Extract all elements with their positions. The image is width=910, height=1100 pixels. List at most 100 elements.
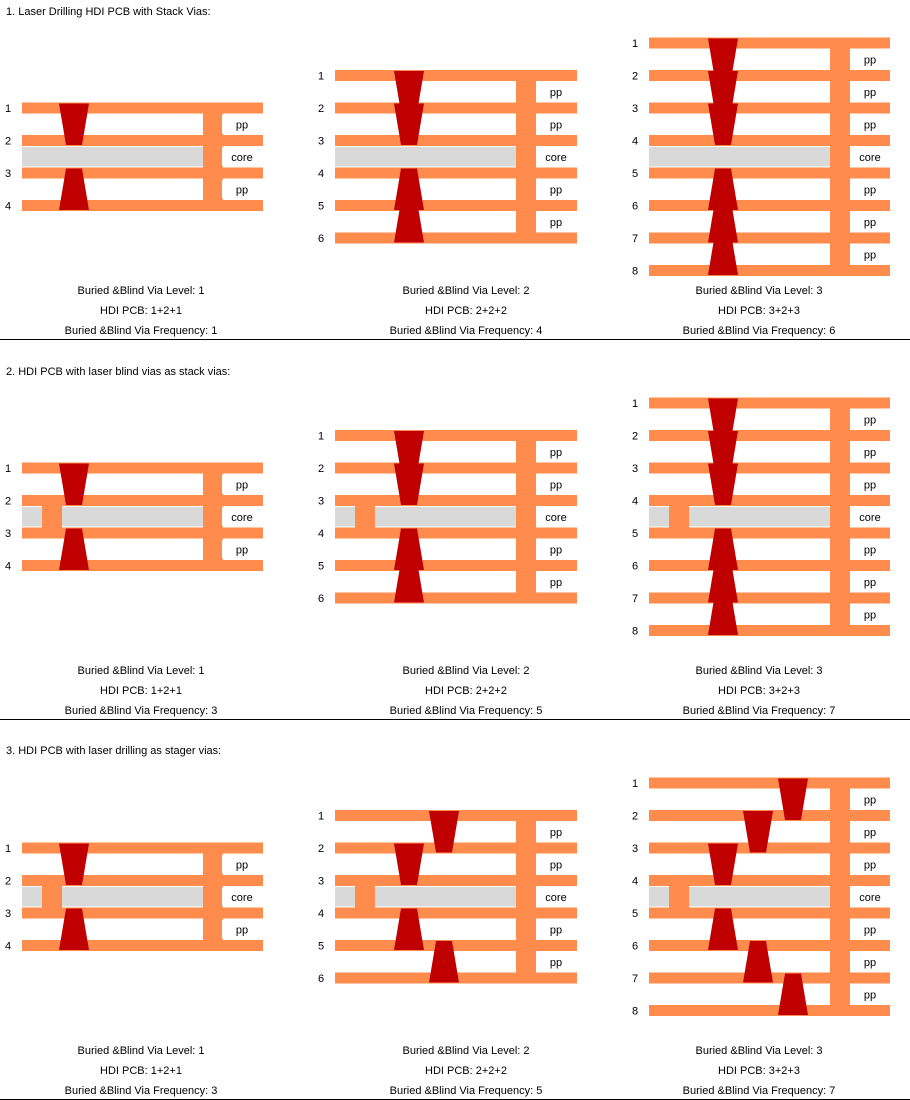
copper-layer (335, 842, 577, 854)
stagger-via (59, 908, 89, 950)
layer-number: 1 (632, 398, 638, 410)
pp-label: pp (864, 54, 876, 66)
layer-number: 2 (5, 136, 11, 148)
pp-label: pp (864, 119, 876, 131)
pp-label: pp (550, 957, 562, 969)
section-2-title: 2. HDI PCB with laser blind vias as stac… (6, 366, 231, 378)
layer-number: 3 (5, 528, 11, 540)
core-layer (335, 887, 516, 907)
stagger-via (394, 908, 424, 950)
layer-number: 4 (318, 168, 324, 180)
layer-number: 4 (632, 496, 638, 508)
layer-label-box (850, 822, 890, 842)
layer-label-box (222, 854, 262, 874)
layer-number: 8 (632, 266, 638, 278)
caption-hdi: HDI PCB: 3+2+3 (718, 685, 800, 697)
copper-layer (649, 265, 890, 276)
layer-number: 7 (632, 593, 638, 605)
caption-hdi: HDI PCB: 3+2+3 (718, 305, 800, 317)
caption-frequency: Buried &Blind Via Frequency: 3 (64, 705, 218, 717)
core-layer (649, 147, 830, 167)
core-layer (649, 507, 830, 527)
layer-label-box (850, 179, 890, 199)
layer-number: 1 (632, 38, 638, 50)
layer-number: 1 (5, 463, 11, 475)
core-label: core (545, 152, 566, 164)
caption-level: Buried &Blind Via Level: 3 (695, 1045, 823, 1057)
pp-label: pp (236, 859, 248, 871)
layer-label-box (222, 179, 262, 199)
stagger-via (778, 973, 808, 1015)
copper-layer (22, 842, 263, 854)
layer-number: 2 (632, 431, 638, 443)
copper-layer (649, 875, 890, 886)
layer-number: 3 (5, 908, 11, 920)
layer-number: 6 (318, 973, 324, 985)
layer-label-box (850, 854, 890, 874)
stagger-via (708, 843, 738, 885)
copper-layer (649, 135, 890, 146)
core-label: core (231, 512, 252, 524)
caption-hdi: HDI PCB: 2+2+2 (425, 685, 507, 697)
layer-label-box (536, 147, 576, 167)
layer-number: 1 (5, 103, 11, 115)
laser-via (708, 398, 738, 440)
stagger-via (429, 941, 459, 983)
laser-via (708, 201, 738, 243)
layer-number: 2 (632, 811, 638, 823)
pp-label: pp (864, 989, 876, 1001)
core-layer (22, 507, 203, 527)
copper-layer (335, 907, 577, 919)
layer-number: 2 (632, 71, 638, 83)
core-label: core (231, 152, 252, 164)
layer-number: 8 (632, 1006, 638, 1018)
copper-column (516, 430, 536, 604)
layer-label-box (850, 789, 890, 809)
pp-label: pp (236, 479, 248, 491)
layer-number: 5 (318, 941, 324, 953)
copper-layer (335, 200, 577, 211)
layer-label-box (850, 604, 890, 624)
copper-layer (649, 907, 890, 919)
pp-label: pp (236, 924, 248, 936)
layer-label-box (850, 919, 890, 939)
copper-layer (649, 430, 890, 441)
laser-via (708, 528, 738, 570)
laser-via (394, 168, 424, 210)
laser-via (394, 103, 424, 145)
copper-layer (649, 200, 890, 211)
layer-number: 4 (5, 941, 11, 953)
layer-label-box (222, 887, 262, 907)
layer-number: 3 (632, 843, 638, 855)
copper-layer (335, 527, 577, 539)
copper-column (830, 37, 850, 276)
caption-frequency: Buried &Blind Via Frequency: 4 (389, 325, 543, 337)
layer-label-box (536, 854, 576, 874)
layer-label-box (536, 887, 576, 907)
layer-number: 3 (632, 103, 638, 115)
layer-number: 3 (318, 876, 324, 888)
layer-label-box (850, 539, 890, 559)
copper-layer (649, 1005, 890, 1016)
layer-label-box (850, 82, 890, 102)
copper-layer (649, 462, 890, 474)
layer-label-box (536, 114, 576, 134)
core-label: core (859, 892, 880, 904)
plated-core-via (42, 506, 62, 528)
core-label: core (859, 152, 880, 164)
copper-layer (22, 135, 263, 146)
layer-label-box (536, 212, 576, 232)
laser-via (708, 103, 738, 145)
caption-frequency: Buried &Blind Via Frequency: 5 (389, 705, 543, 717)
layer-label-box (536, 474, 576, 494)
copper-layer (335, 70, 577, 81)
layer-label-box (536, 179, 576, 199)
layer-label-box (222, 539, 262, 559)
copper-layer (649, 527, 890, 539)
layer-label-box (850, 114, 890, 134)
copper-layer (22, 462, 263, 474)
copper-layer (649, 625, 890, 636)
layer-number: 5 (318, 561, 324, 573)
caption-frequency: Buried &Blind Via Frequency: 7 (682, 705, 836, 717)
